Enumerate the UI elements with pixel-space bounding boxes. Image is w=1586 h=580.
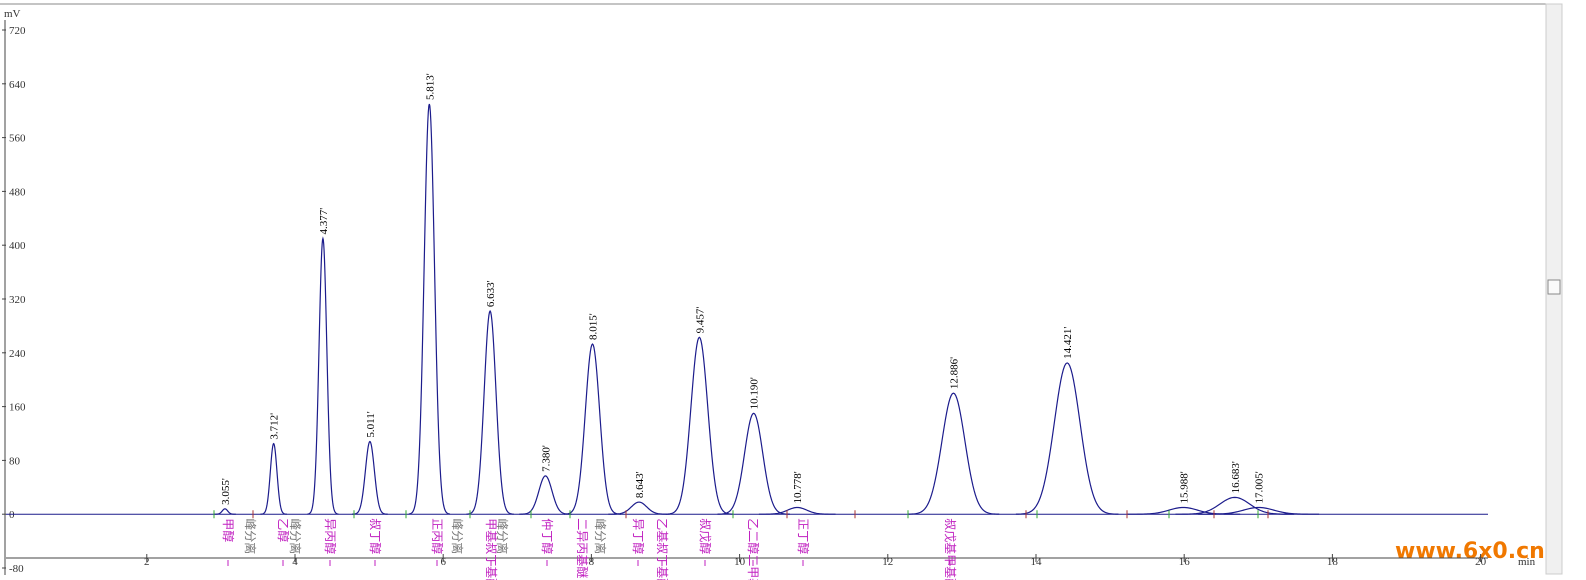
peak-time-label: 14.421' [1062,327,1074,359]
separation-label: 峰分离 [288,518,303,554]
peak [352,440,388,515]
peak [563,343,622,515]
component-label: 异丙醇 [323,518,338,554]
y-tick-label: 80 [9,455,21,467]
component-label: 叔戊基甲基醚 [943,518,957,580]
x-tick-label: 6 [440,556,446,568]
y-tick-label: 720 [9,25,26,37]
peak-time-label: 8.015' [588,313,600,340]
component-label: 甲醇 [221,518,236,542]
x-tick-label: 12 [882,556,893,568]
peak [717,412,790,515]
component-label: 叔丁醇 [368,518,383,554]
peak-time-label: 5.011' [365,411,377,437]
x-tick-label: 20 [1475,556,1487,568]
peak-time-label: 10.190' [749,377,761,409]
x-tick-label: 18 [1327,556,1339,568]
peak [519,475,572,515]
y-axis-label: mV [4,8,21,20]
peak [260,442,287,515]
y-tick-label: 480 [9,186,26,198]
y-tick-label: 640 [9,79,26,91]
x-tick-label: 16 [1179,556,1191,568]
y-tick-label: 240 [9,348,26,360]
peak-time-label: 3.055' [220,478,232,505]
component-label: 叔戊醇 [698,518,713,554]
separation-label: 峰分离 [243,518,258,554]
peak-time-label: 7.380' [540,445,552,472]
peak [408,103,451,515]
peak [1015,362,1119,515]
peak-time-label: 17.005' [1254,471,1266,503]
peak-time-label: 16.683' [1230,461,1242,493]
component-label: 异丁醇 [631,518,646,554]
peak-time-label: 3.712' [269,413,281,440]
y-tick-label: 560 [9,133,26,145]
y-tick-label: 160 [9,402,26,414]
peak [466,309,514,515]
component-label: 正丁醇 [796,518,811,554]
peak-time-label: 5.813' [424,73,436,100]
separation-label: 峰分离 [495,518,510,554]
peak [608,501,670,515]
peak [307,236,339,515]
x-tick-label: 2 [144,556,150,568]
peak-time-label: 15.988' [1178,471,1190,503]
y-tick-label: 400 [9,240,26,252]
component-label: 仲丁醇 [540,518,555,554]
x-tick-label: 4 [292,556,298,568]
peak-time-label: 9.457' [694,307,706,334]
separation-label: 峰分离 [593,518,608,554]
watermark: www.6x0.cn [1395,539,1545,564]
component-label: 乙醇 [276,518,291,542]
peak [758,506,836,515]
y-tick-label: 320 [9,294,26,306]
peak-time-label: 10.778' [792,471,804,503]
peak-time-label: 4.377' [318,208,330,235]
peak-time-label: 12.886' [948,357,960,389]
x-tick-label: 8 [589,556,595,568]
peak [214,508,236,515]
x-tick-label: 10 [734,556,746,568]
peak [1175,496,1295,515]
component-label: 乙基叔丁基醚 [655,518,669,580]
x-tick-label: 14 [1030,556,1042,568]
component-label: 甲基叔丁基醚 [484,518,498,580]
y-tick-label: 0 [9,509,15,521]
scrollbar-thumb[interactable] [1547,279,1561,295]
peak [665,336,734,515]
peak-time-label: 8.643' [634,471,646,498]
component-label: 乙二醇二甲基醚 [746,518,761,580]
peak [1198,506,1320,515]
separation-label: 峰分离 [450,518,465,554]
component-label: 二异丙基醚 [575,518,589,578]
y-tick-label: -80 [9,563,24,575]
component-label: 正丙醇 [430,518,445,554]
x-axis-label: min [1518,556,1536,568]
peak [907,392,1000,515]
peak-time-label: 6.633' [485,280,497,307]
